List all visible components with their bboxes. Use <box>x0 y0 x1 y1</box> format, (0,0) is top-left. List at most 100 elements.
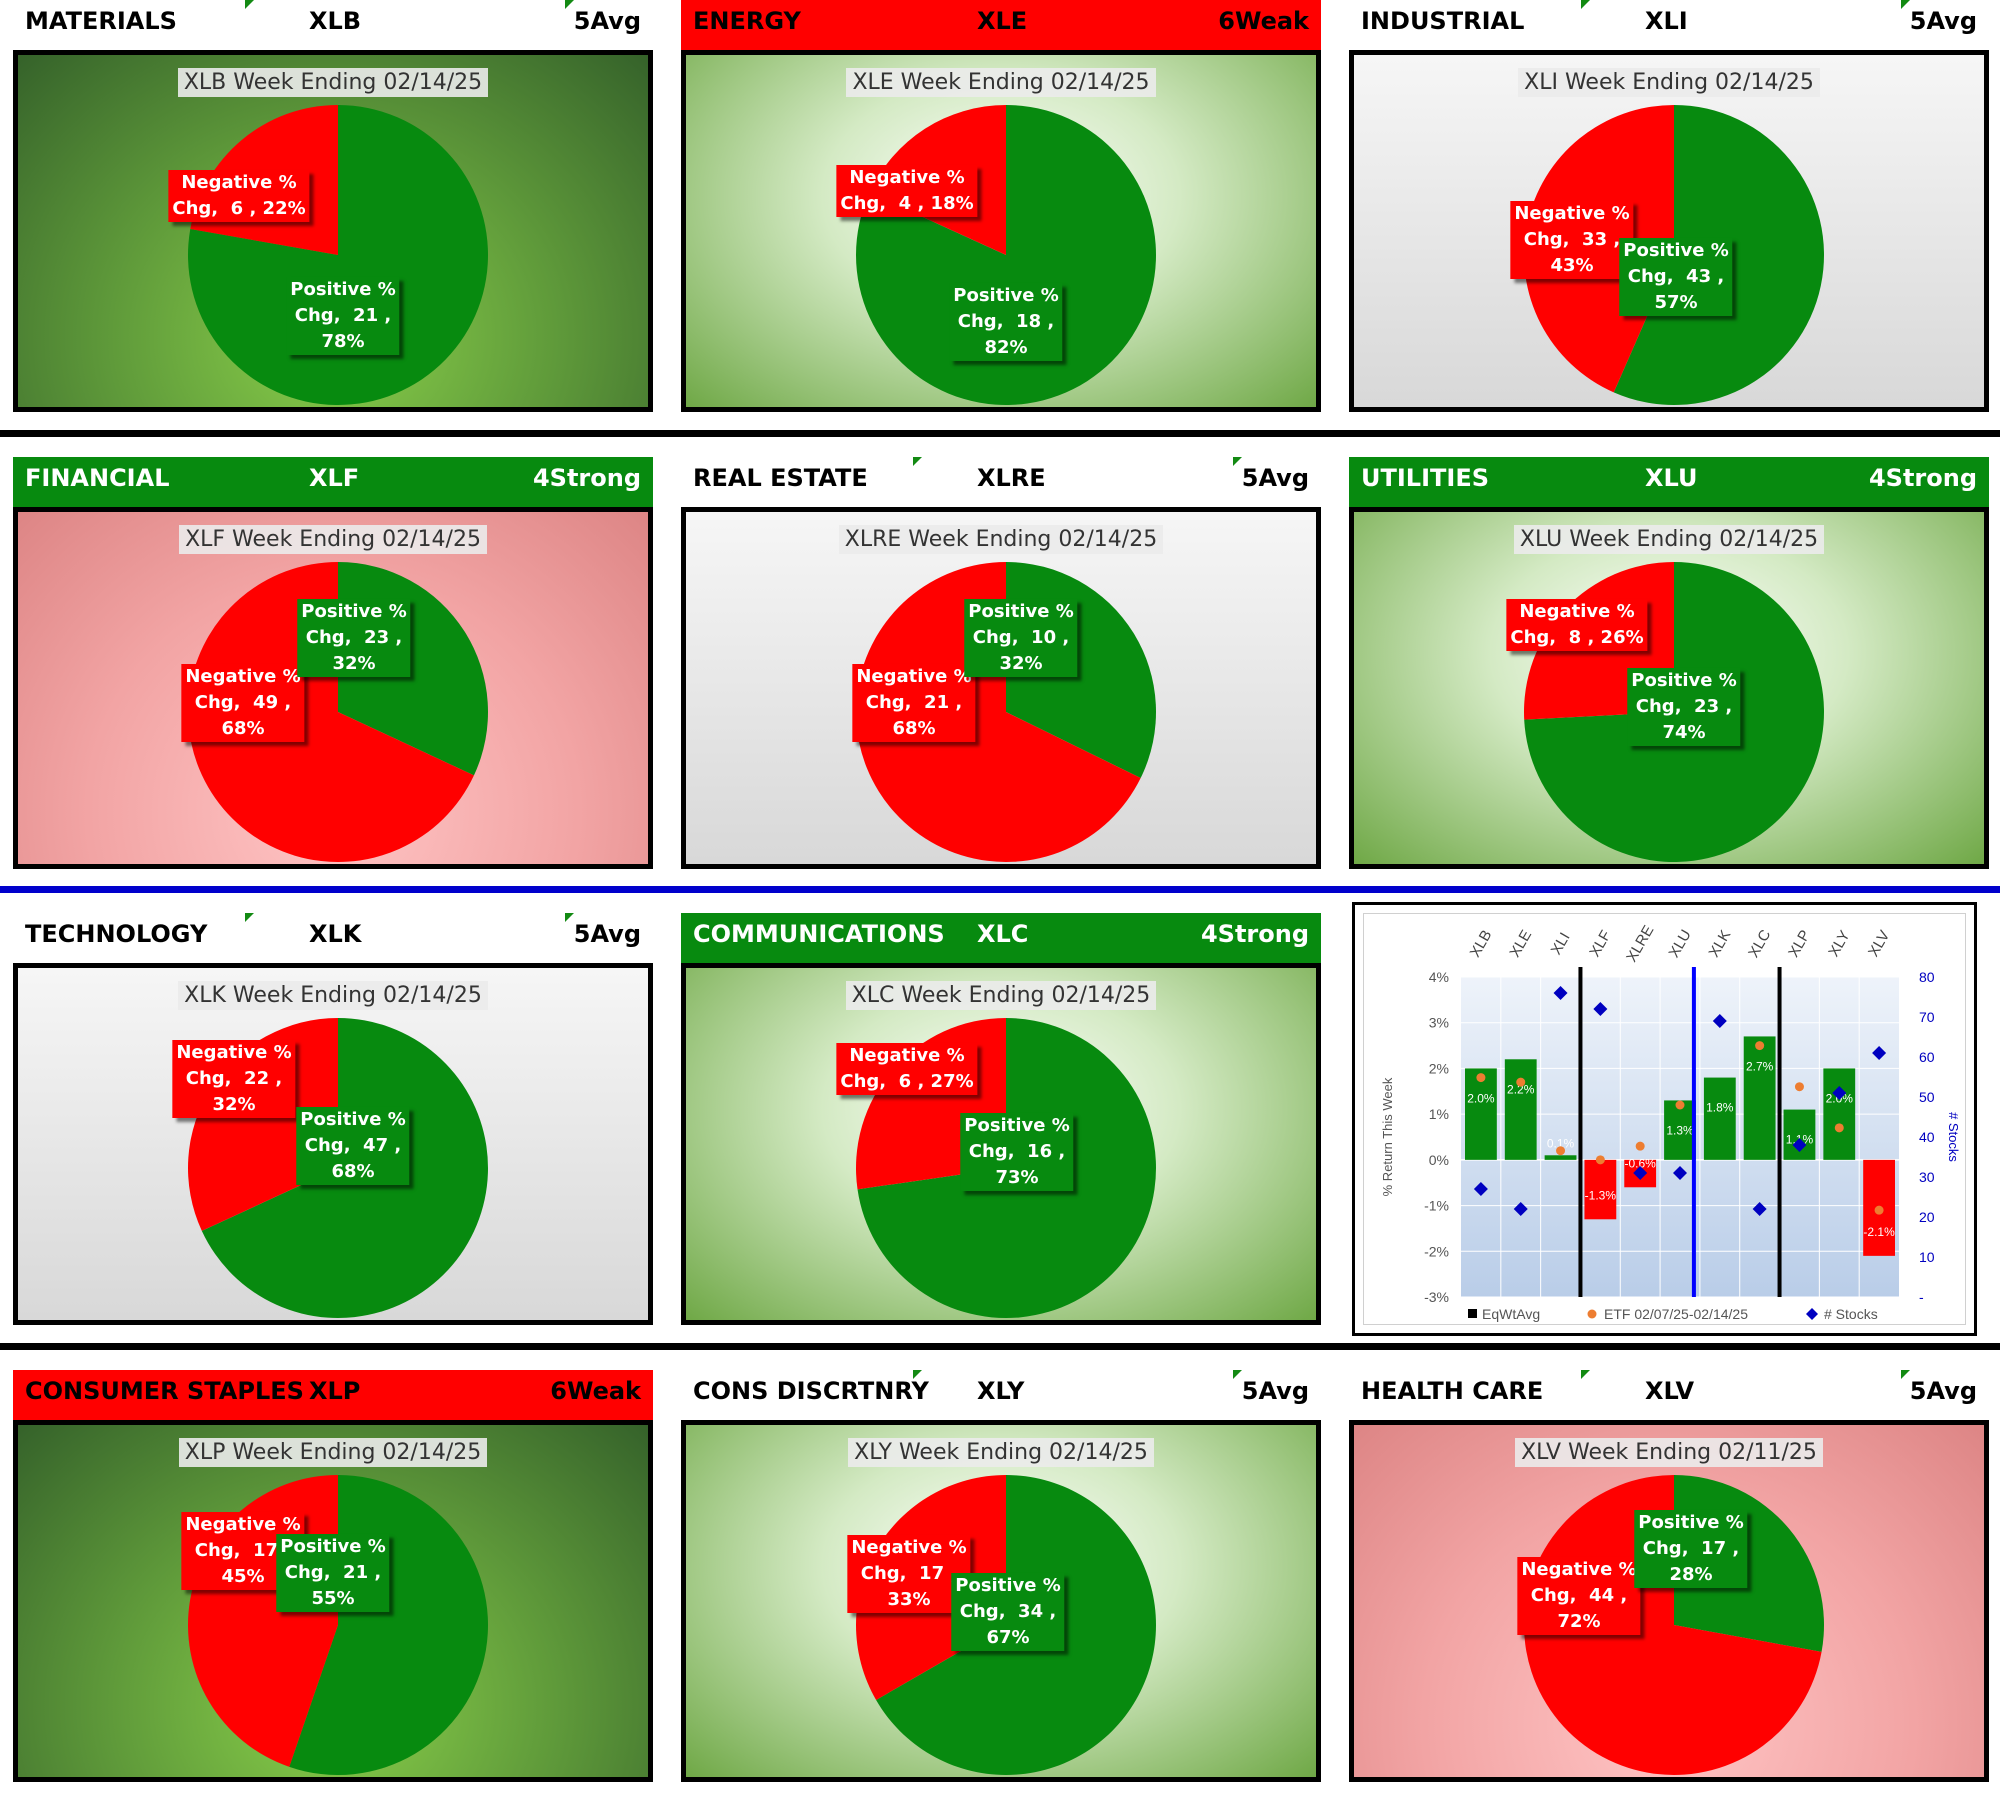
pie-panel-xlu: XLU Week Ending 02/14/25 Negative % Chg, … <box>1349 507 1989 869</box>
sector-header-xle: ENERGY XLE 6Weak <box>681 0 1321 50</box>
pie-title-text: XLF Week Ending 02/14/25 <box>179 525 487 554</box>
etf-dot <box>1516 1077 1526 1087</box>
positive-data-label: Positive % Chg, 21 , 78% <box>286 277 400 355</box>
etf-dot <box>1595 1155 1605 1165</box>
sector-ticker: XLB <box>309 7 362 35</box>
stocks-diamond <box>1633 1166 1648 1180</box>
pie-title-text: XLK Week Ending 02/14/25 <box>178 981 488 1010</box>
eqwt-bar <box>1823 1068 1856 1160</box>
sector-header-xly: CONS DISCRTNRY XLY 5Avg <box>681 1370 1321 1420</box>
x-category-label: XLF <box>1586 928 1614 960</box>
cell-comment-marker <box>913 1370 922 1379</box>
sector-ticker: XLY <box>977 1377 1025 1405</box>
cell-comment-marker <box>245 0 254 9</box>
positive-data-label: Positive % Chg, 17 , 28% <box>1634 1510 1748 1588</box>
y-tick-label: 2% <box>1429 1060 1449 1076</box>
negative-data-label: Negative % Chg, 44 , 72% <box>1517 1557 1641 1635</box>
sector-name: COMMUNICATIONS <box>693 920 945 948</box>
bar-data-label: 1.8% <box>1706 1101 1734 1115</box>
x-category-label: XLRE <box>1623 923 1657 965</box>
pie-title: XLV Week Ending 02/11/25 <box>1354 1438 1984 1467</box>
stocks-diamond <box>1593 1002 1608 1016</box>
pie-chart <box>1524 1475 1824 1775</box>
negative-data-label: Negative % Chg, 21 , 68% <box>852 664 976 742</box>
sector-name: CONS DISCRTNRY <box>693 1377 929 1405</box>
sector-rating: 4Strong <box>532 464 641 492</box>
pie-slice-negative <box>187 562 474 862</box>
bar-data-label: -1.3% <box>1585 1188 1617 1202</box>
negative-data-label: Negative % Chg, 49 , 68% <box>181 664 305 742</box>
pie-title: XLC Week Ending 02/14/25 <box>686 981 1316 1010</box>
positive-data-label: Positive % Chg, 18 , 82% <box>949 283 1063 361</box>
sector-name: ENERGY <box>693 7 801 35</box>
etf-dot <box>1755 1041 1765 1051</box>
pie-title: XLB Week Ending 02/14/25 <box>18 68 648 97</box>
legend-label: EqWtAvg <box>1482 1306 1540 1322</box>
pie-title: XLK Week Ending 02/14/25 <box>18 981 648 1010</box>
eqwt-bar <box>1584 1159 1617 1220</box>
sector-name: CONSUMER STAPLES <box>25 1377 304 1405</box>
pie-title: XLE Week Ending 02/14/25 <box>686 68 1316 97</box>
sector-rating: 4Strong <box>1868 464 1977 492</box>
pie-title-text: XLRE Week Ending 02/14/25 <box>838 525 1164 554</box>
eqwt-bar <box>1504 1059 1537 1160</box>
pie-title-text: XLP Week Ending 02/14/25 <box>178 1438 488 1467</box>
positive-data-label: Positive % Chg, 47 , 68% <box>296 1107 410 1185</box>
y2-tick-label: 40 <box>1919 1129 1935 1145</box>
y2-tick-label: - <box>1919 1289 1924 1305</box>
sector-name: FINANCIAL <box>25 464 170 492</box>
eqwt-bar <box>1664 1100 1696 1160</box>
pie-panel-xli: XLI Week Ending 02/14/25 Negative % Chg, … <box>1349 50 1989 412</box>
pie-title-text: XLE Week Ending 02/14/25 <box>846 68 1156 97</box>
positive-data-label: Positive % Chg, 16 , 73% <box>960 1113 1074 1191</box>
sector-ticker: XLK <box>309 920 362 948</box>
sector-ticker: XLRE <box>977 464 1046 492</box>
sector-ticker: XLU <box>1645 464 1698 492</box>
etf-dot <box>1794 1082 1804 1092</box>
pie-title: XLY Week Ending 02/14/25 <box>686 1438 1316 1467</box>
sector-rating: 5Avg <box>573 7 641 35</box>
sector-rating: 6Weak <box>1218 7 1309 35</box>
y2-tick-label: 70 <box>1919 1009 1935 1025</box>
positive-data-label: Positive % Chg, 43 , 57% <box>1619 238 1733 316</box>
negative-data-label: Negative % Chg, 22 , 32% <box>172 1040 296 1118</box>
pie-title: XLI Week Ending 02/14/25 <box>1354 68 1984 97</box>
bar-data-label: -0.6% <box>1625 1156 1657 1170</box>
cell-comment-marker <box>565 0 574 9</box>
sector-ticker: XLC <box>977 920 1029 948</box>
legend-marker-dot <box>1587 1309 1597 1319</box>
combo-chart: -3% -2% -1% 0% 1% 2% 3% 4% - 10 20 30 40 50 60 70 80 XLB X… <box>1380 923 1961 1322</box>
bar-data-label: 1.3% <box>1666 1123 1694 1137</box>
cell-comment-marker <box>1901 0 1910 9</box>
positive-data-label: Positive % Chg, 10 , 32% <box>964 599 1078 677</box>
pie-slice-negative <box>1524 1475 1822 1775</box>
y-tick-label: -2% <box>1424 1243 1449 1259</box>
x-category-label: XLV <box>1865 928 1893 960</box>
sector-header-xlf: FINANCIAL XLF 4Strong <box>13 457 653 507</box>
sector-name: HEALTH CARE <box>1361 1377 1544 1405</box>
eqwt-bar <box>1465 1068 1497 1160</box>
combo-chart-inner: -3% -2% -1% 0% 1% 2% 3% 4% - 10 20 30 40 50 60 70 80 XLB X… <box>1363 913 1966 1325</box>
separator-blue <box>0 886 2000 893</box>
legend-marker-diamond <box>1806 1308 1818 1320</box>
sector-header-xlu: UTILITIES XLU 4Strong <box>1349 457 1989 507</box>
stocks-diamond <box>1712 1014 1727 1028</box>
eqwt-bar <box>1544 1155 1577 1160</box>
cell-comment-marker <box>1581 0 1590 9</box>
pie-slice-positive <box>855 105 1156 405</box>
sector-header-xli: INDUSTRIAL XLI 5Avg <box>1349 0 1989 50</box>
sector-name: MATERIALS <box>25 7 177 35</box>
sector-rating: 5Avg <box>1241 1377 1309 1405</box>
separator-line <box>0 1343 2000 1350</box>
sector-rating: 5Avg <box>573 920 641 948</box>
pie-panel-xlp: XLP Week Ending 02/14/25 Negative % Chg, … <box>13 1420 653 1782</box>
stocks-diamond <box>1752 1202 1767 1216</box>
bar-data-label: 0.1% <box>1547 1136 1575 1150</box>
legend-label: ETF 02/07/25-02/14/25 <box>1604 1306 1748 1322</box>
etf-dot <box>1556 1146 1566 1156</box>
y-tick-label: 4% <box>1429 969 1449 985</box>
stocks-diamond <box>1553 986 1568 1000</box>
sector-rating: 5Avg <box>1909 1377 1977 1405</box>
pie-title: XLU Week Ending 02/14/25 <box>1354 525 1984 554</box>
y2-tick-label: 50 <box>1919 1089 1935 1105</box>
